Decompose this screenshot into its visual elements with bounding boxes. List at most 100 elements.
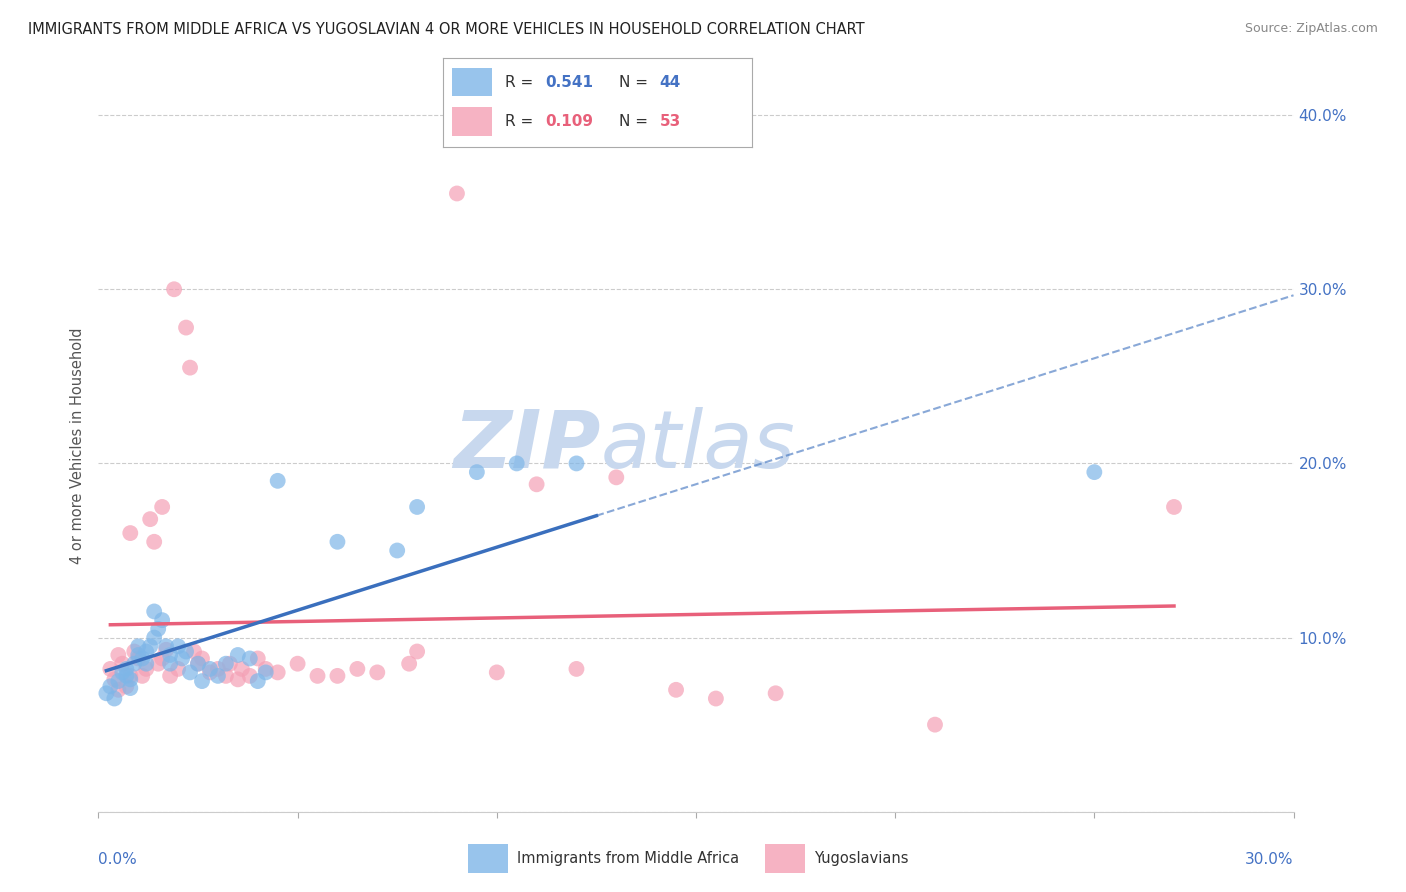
Point — [100, 662, 122, 676]
Point — [103, 691, 125, 706]
Point — [111, 657, 134, 671]
Point — [239, 651, 262, 665]
Text: 30.0%: 30.0% — [1246, 852, 1294, 867]
Point — [183, 644, 205, 658]
Point — [107, 674, 129, 689]
Point — [346, 662, 368, 676]
Point — [215, 657, 238, 671]
Point — [254, 662, 277, 676]
Point — [167, 662, 190, 676]
Point — [704, 691, 727, 706]
Point — [526, 477, 548, 491]
Point — [150, 613, 173, 627]
Point — [127, 651, 149, 665]
Point — [139, 512, 162, 526]
Point — [150, 651, 173, 665]
Point — [159, 657, 181, 671]
Point — [115, 669, 138, 683]
Point — [174, 320, 197, 334]
Point — [167, 640, 190, 654]
Text: ZIP: ZIP — [453, 407, 600, 485]
Bar — [453, 68, 492, 96]
Point — [120, 681, 142, 695]
Point — [124, 657, 146, 671]
Point — [398, 657, 420, 671]
Point — [207, 662, 229, 676]
Point — [135, 644, 157, 658]
Point — [159, 669, 181, 683]
Point — [605, 470, 627, 484]
Point — [124, 644, 146, 658]
Point — [226, 648, 249, 662]
Point — [155, 640, 177, 654]
Point — [565, 457, 588, 471]
Point — [187, 657, 209, 671]
Point — [765, 686, 787, 700]
Point — [446, 186, 468, 201]
Text: N =: N = — [619, 75, 652, 89]
Point — [179, 360, 201, 375]
Point — [148, 622, 170, 636]
Text: 53: 53 — [659, 114, 681, 128]
Point — [131, 651, 153, 665]
Text: 0.0%: 0.0% — [98, 852, 138, 867]
Point — [135, 662, 157, 676]
Point — [207, 669, 229, 683]
Point — [163, 282, 186, 296]
Point — [246, 651, 269, 665]
Point — [366, 665, 388, 680]
Point — [191, 674, 214, 689]
Point — [231, 662, 253, 676]
Point — [100, 679, 122, 693]
Text: atlas: atlas — [600, 407, 796, 485]
Point — [924, 717, 946, 731]
Bar — [765, 844, 806, 873]
Point — [506, 457, 529, 471]
Point — [120, 526, 142, 541]
Text: R =: R = — [505, 75, 538, 89]
Point — [1083, 465, 1105, 479]
Point — [139, 640, 162, 654]
Point — [565, 662, 588, 676]
Point — [111, 665, 134, 680]
Point — [219, 657, 242, 671]
Point — [103, 673, 125, 687]
Point — [485, 665, 508, 680]
Point — [246, 674, 269, 689]
Point — [115, 662, 138, 676]
Point — [159, 648, 181, 662]
Point — [179, 665, 201, 680]
Point — [326, 534, 349, 549]
Point — [406, 644, 429, 658]
Point — [135, 657, 157, 671]
Point — [187, 657, 209, 671]
Point — [215, 669, 238, 683]
Point — [107, 682, 129, 697]
Point — [174, 644, 197, 658]
Point — [127, 648, 149, 662]
Point — [172, 651, 194, 665]
Text: IMMIGRANTS FROM MIDDLE AFRICA VS YUGOSLAVIAN 4 OR MORE VEHICLES IN HOUSEHOLD COR: IMMIGRANTS FROM MIDDLE AFRICA VS YUGOSLA… — [28, 22, 865, 37]
Y-axis label: 4 or more Vehicles in Household: 4 or more Vehicles in Household — [70, 327, 86, 565]
Text: N =: N = — [619, 114, 652, 128]
Point — [155, 642, 177, 657]
Point — [143, 604, 166, 618]
Point — [465, 465, 488, 479]
Bar — [453, 107, 492, 136]
Text: 0.109: 0.109 — [546, 114, 593, 128]
Point — [107, 648, 129, 662]
Point — [120, 673, 142, 687]
Point — [267, 665, 290, 680]
Point — [96, 686, 118, 700]
Point — [1163, 500, 1185, 514]
Point — [254, 665, 277, 680]
Text: Immigrants from Middle Africa: Immigrants from Middle Africa — [517, 851, 740, 866]
Point — [131, 669, 153, 683]
Point — [307, 669, 329, 683]
Point — [665, 682, 688, 697]
Point — [239, 669, 262, 683]
Point — [191, 651, 214, 665]
Bar — [468, 844, 508, 873]
Point — [267, 474, 290, 488]
Text: 44: 44 — [659, 75, 681, 89]
